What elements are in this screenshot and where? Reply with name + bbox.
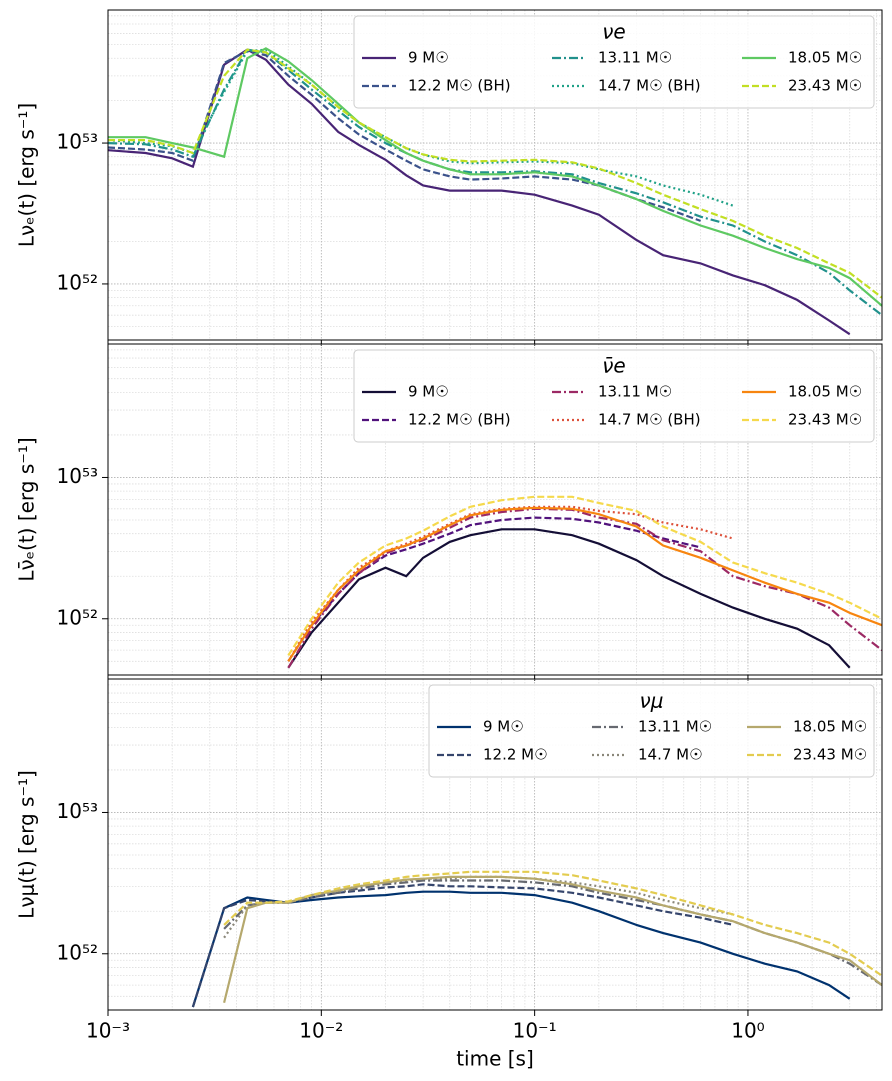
legend-title: νμ xyxy=(640,689,664,713)
plot-frame xyxy=(107,343,883,676)
legend-label: 14.7 M☉ (BH) xyxy=(598,77,701,95)
legend-label: 12.2 M☉ xyxy=(483,746,548,764)
series-line xyxy=(108,47,882,307)
legend: νe 9 M☉ 12.2 M☉ (BH) 13.11 M☉ 14.7 M☉ (BH) 18… xyxy=(353,15,875,109)
series-line xyxy=(108,49,701,222)
series-line xyxy=(223,875,882,1004)
plot-frame xyxy=(107,9,883,341)
x-axis-label: time [s] xyxy=(456,1047,534,1071)
legend-label: 12.2 M☉ (BH) xyxy=(408,411,511,429)
x-tick-label: 10⁻² xyxy=(299,1019,343,1043)
series-line xyxy=(223,879,882,987)
plot-frame xyxy=(107,678,883,1011)
y-tick-label: 10⁵² xyxy=(57,605,98,629)
legend-title: νe xyxy=(602,20,625,44)
y-tick-label: 10⁵³ xyxy=(57,799,98,823)
panel: 10⁵² 10⁵³ Lν̄ₑ(t) [erg s⁻¹] ν̄e 9 M☉ 12.2 M☉ … xyxy=(15,343,883,681)
legend-label: 23.43 M☉ xyxy=(793,746,867,764)
lines xyxy=(108,47,882,336)
y-axis-label: Lνₑ(t) [erg s⁻¹] xyxy=(15,103,39,247)
series-line xyxy=(287,516,701,662)
legend-label: 18.05 M☉ xyxy=(788,383,862,401)
legend-label: 14.7 M☉ (BH) xyxy=(598,411,701,429)
legend-label: 14.7 M☉ xyxy=(638,746,703,764)
x-tick-label: 10⁰ xyxy=(731,1019,764,1043)
lines xyxy=(191,870,882,1008)
series-line xyxy=(287,495,882,657)
legend-label: 18.05 M☉ xyxy=(788,49,862,67)
lines xyxy=(287,495,882,669)
panel: 10⁵² 10⁵³ Lνₑ(t) [erg s⁻¹] νe 9 M☉ 12.2 M☉ (B… xyxy=(15,9,883,346)
y-tick-label: 10⁵³ xyxy=(57,130,98,154)
y-axis-label: Lν̄ₑ(t) [erg s⁻¹] xyxy=(15,437,39,581)
legend-label: 13.11 M☉ xyxy=(638,718,712,736)
legend-label: 12.2 M☉ (BH) xyxy=(408,77,511,95)
legend-label: 23.43 M☉ xyxy=(788,411,862,429)
x-tick-label: 10⁻³ xyxy=(86,1019,130,1043)
y-tick-label: 10⁵³ xyxy=(57,464,98,488)
legend-label: 9 M☉ xyxy=(483,718,524,736)
legend-label: 18.05 M☉ xyxy=(793,718,867,736)
legend-label: 9 M☉ xyxy=(408,383,449,401)
legend: ν̄e 9 M☉ 12.2 M☉ (BH) 13.11 M☉ 14.7 M☉ (BH) 1… xyxy=(353,349,875,443)
legend: νμ 9 M☉ 12.2 M☉ 13.11 M☉ 14.7 M☉ 18.05 M☉ 23.4… xyxy=(428,684,875,778)
y-tick-label: 10⁵² xyxy=(57,270,98,294)
legend-label: 9 M☉ xyxy=(408,49,449,67)
x-tick-label: 10⁻¹ xyxy=(513,1019,557,1043)
legend-label: 23.43 M☉ xyxy=(788,77,862,95)
series-line xyxy=(191,890,851,1008)
legend-label: 13.11 M☉ xyxy=(598,383,672,401)
legend-label: 13.11 M☉ xyxy=(598,49,672,67)
series-line xyxy=(287,506,882,662)
series-line xyxy=(287,507,882,669)
panel: 10⁵² 10⁵³ 10⁻³ 10⁻² 10⁻¹ 10⁰ time [s] Lνμ(t) [e… xyxy=(15,678,883,1071)
y-tick-label: 10⁵² xyxy=(57,940,98,964)
series-line xyxy=(287,528,851,669)
series-line xyxy=(108,48,882,299)
legend-title: ν̄e xyxy=(602,354,625,378)
y-axis-label: Lνμ(t) [erg s⁻¹] xyxy=(15,770,39,919)
